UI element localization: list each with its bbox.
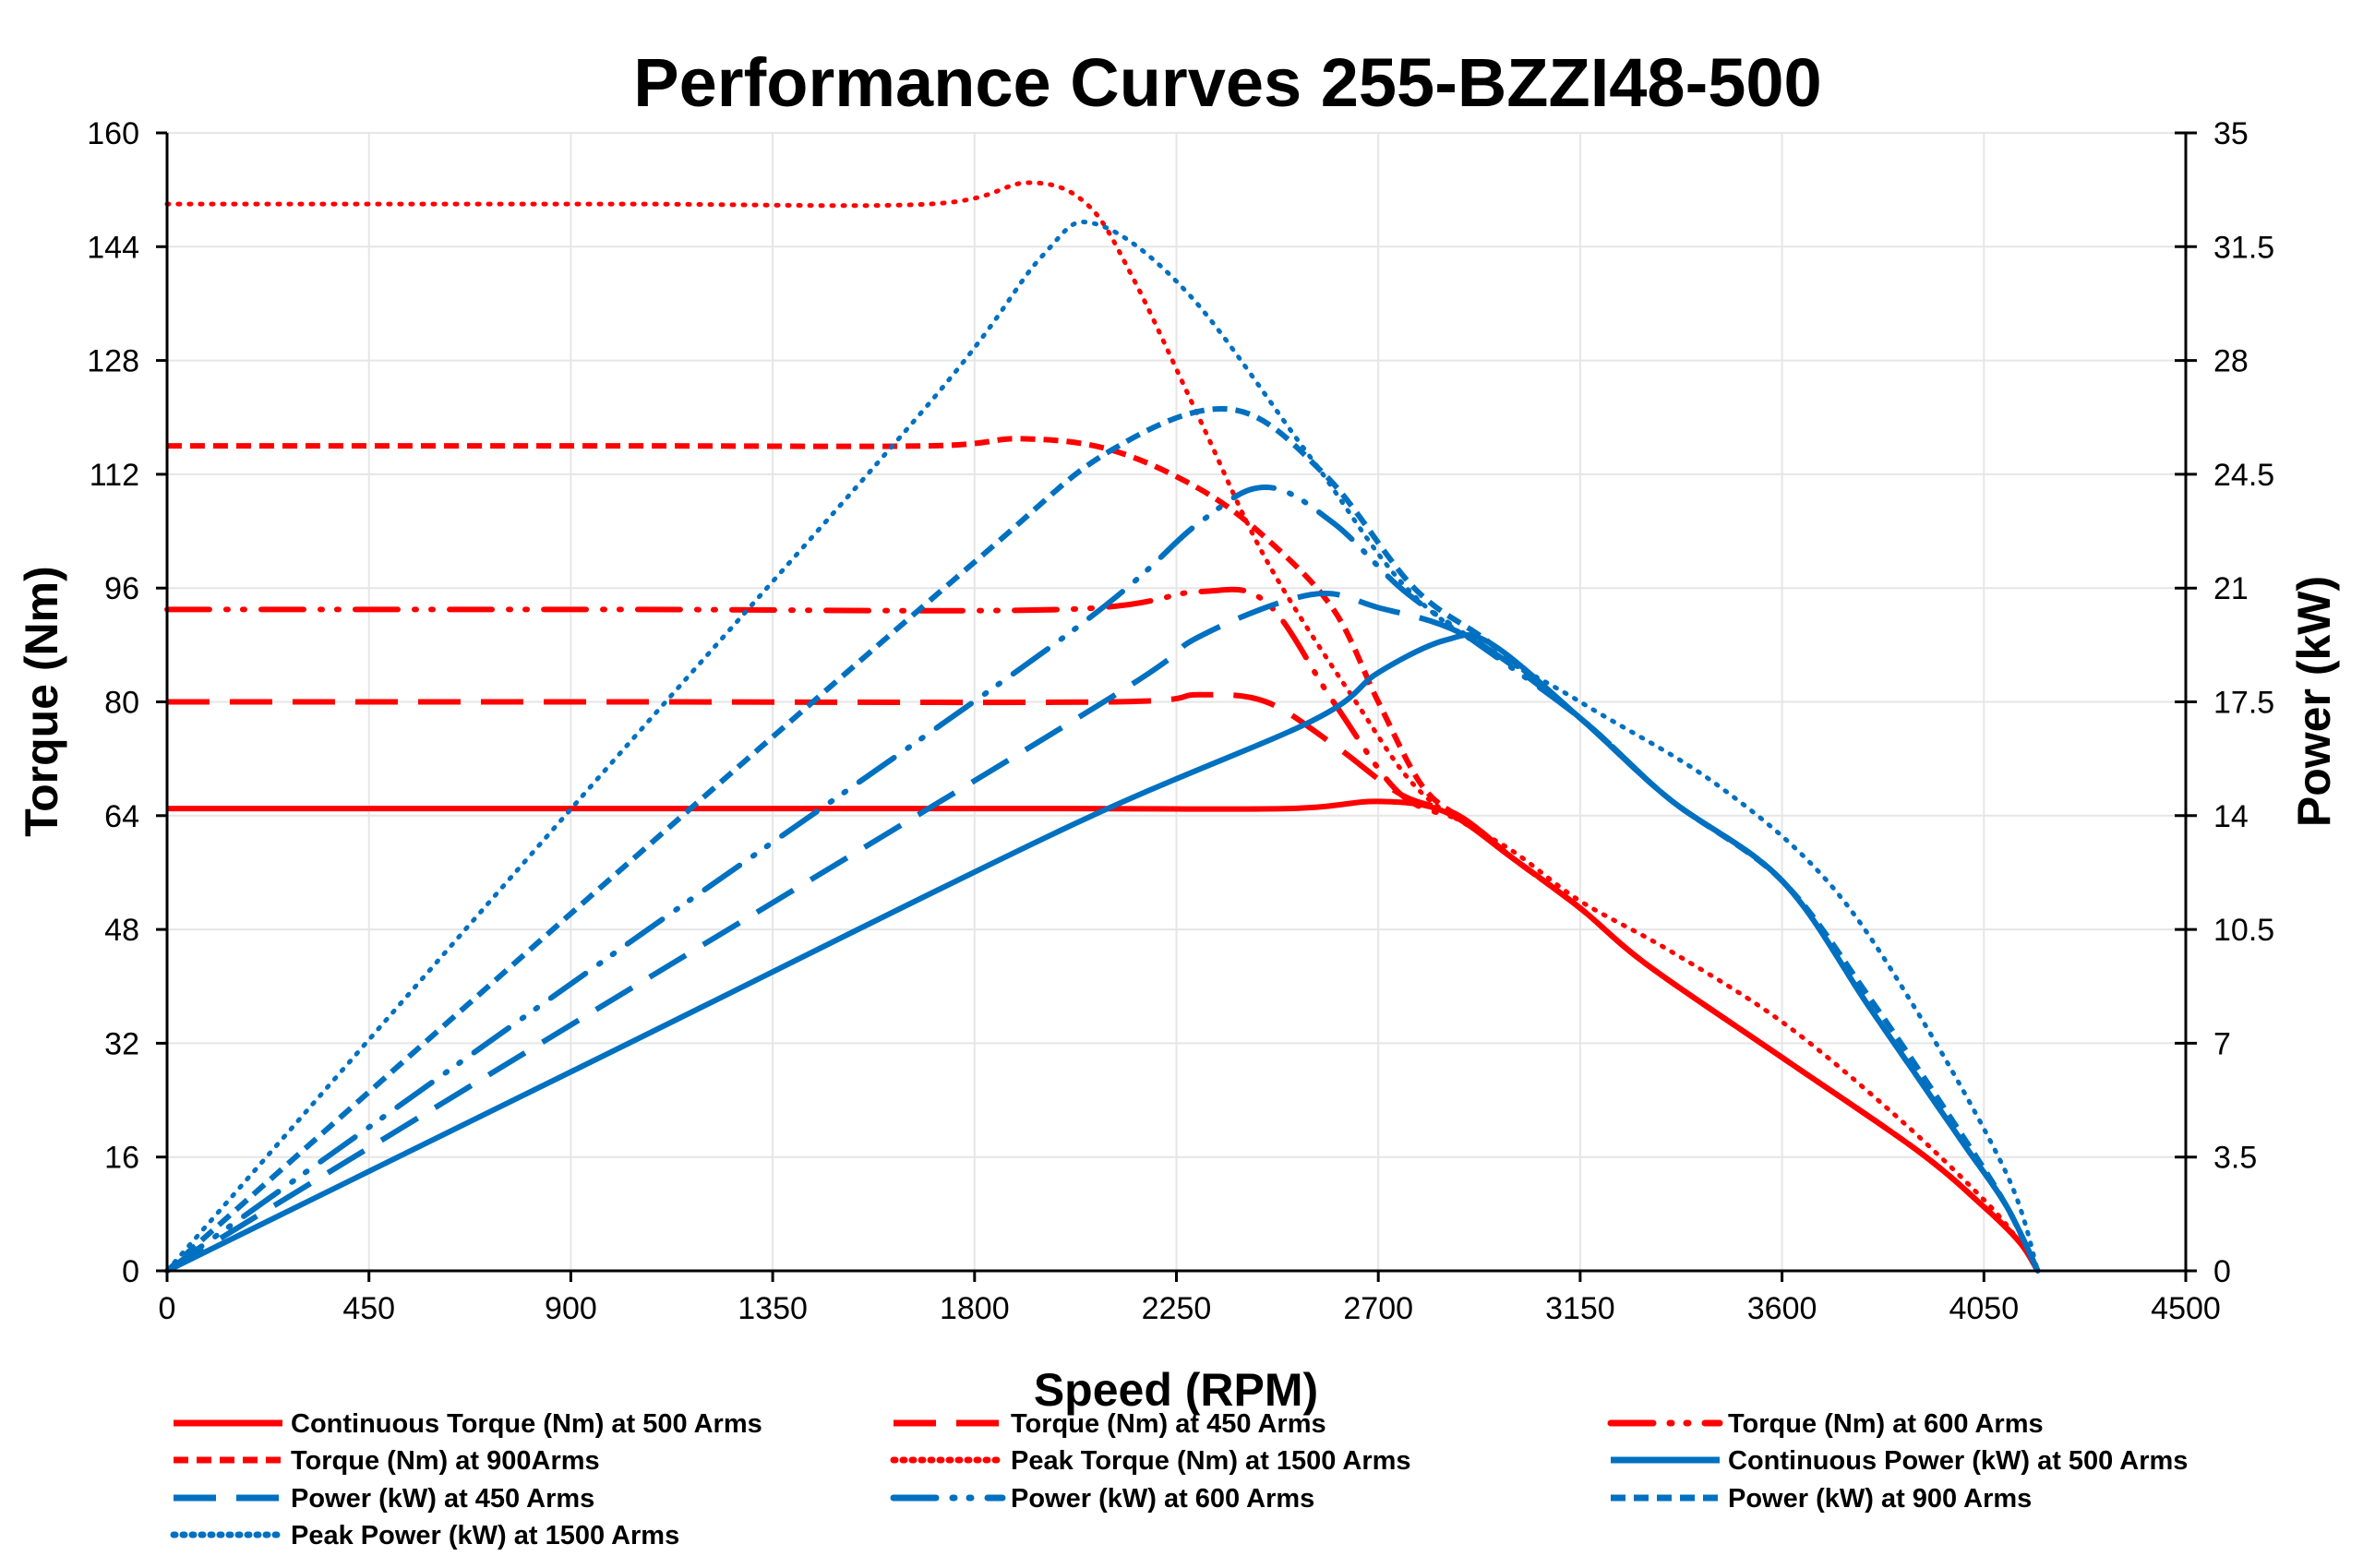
grid <box>167 132 2186 1271</box>
legend-label: Peak Power (kW) at 1500 Arms <box>291 1521 679 1550</box>
series-line-9 <box>165 405 2041 1274</box>
y-tick-label: 16 <box>104 1141 139 1176</box>
series-line-5 <box>164 180 2041 1274</box>
y-tick-label: 32 <box>104 1026 139 1061</box>
y-tick-label: 128 <box>87 344 139 379</box>
legend-label: Torque (Nm) at 450 Arms <box>1011 1409 1326 1439</box>
curves <box>164 180 2041 1274</box>
x-tick-label: 2700 <box>1343 1291 1413 1326</box>
y2-tick-label: 17.5 <box>2213 686 2274 721</box>
legend-label: Power (kW) at 900 Arms <box>1728 1484 2032 1514</box>
y2-tick-label: 24.5 <box>2213 458 2274 493</box>
legend-label: Torque (Nm) at 900Arms <box>291 1446 600 1476</box>
x-tick-label: 4050 <box>1949 1291 2019 1326</box>
x-tick-label: 3150 <box>1545 1291 1615 1326</box>
x-tick-label: 1350 <box>738 1291 808 1326</box>
y2-tick-label: 0 <box>2213 1254 2231 1289</box>
y-tick-label: 144 <box>87 230 139 265</box>
y-axis-title: Torque (Nm) <box>16 566 67 836</box>
y2-tick-label: 28 <box>2213 344 2249 379</box>
y2-tick-label: 21 <box>2213 571 2249 606</box>
y2-axis-title: Power (kW) <box>2288 576 2340 827</box>
x-tick-label: 900 <box>545 1291 597 1326</box>
y2-tick-label: 14 <box>2213 799 2249 834</box>
y2-tick-label: 35 <box>2213 116 2249 151</box>
x-tick-label: 1800 <box>940 1291 1010 1326</box>
y-tick-label: 0 <box>122 1254 139 1289</box>
legend-label: Continuous Torque (Nm) at 500 Arms <box>291 1409 762 1439</box>
y2-tick-label: 7 <box>2213 1026 2231 1061</box>
legend-label: Power (kW) at 600 Arms <box>1011 1484 1314 1514</box>
y-tick-label: 64 <box>104 799 139 834</box>
chart-title: Performance Curves 255-BZZI48-500 <box>633 44 1821 121</box>
axes: 0 450 900 1350 1800 2250 2700 3150 3600 4050 45000… <box>87 116 2274 1326</box>
x-tick-label: 450 <box>342 1291 395 1326</box>
legend-label: Power (kW) at 450 Arms <box>291 1484 594 1514</box>
series-line-4 <box>166 436 2041 1273</box>
series-line-8 <box>164 484 2041 1274</box>
legend-label: Peak Torque (Nm) at 1500 Arms <box>1011 1446 1411 1476</box>
legend: Continuous Torque (Nm) at 500 Arms Torque… <box>170 1409 2188 1550</box>
legend-label: Continuous Power (kW) at 500 Arms <box>1728 1446 2188 1476</box>
series-line-1 <box>167 798 2041 1273</box>
y2-tick-label: 31.5 <box>2213 230 2274 265</box>
series-line-6 <box>165 632 2041 1274</box>
x-tick-label: 3600 <box>1747 1291 1817 1326</box>
x-tick-label: 4500 <box>2151 1291 2221 1326</box>
x-tick-label: 0 <box>159 1291 176 1326</box>
y-tick-label: 112 <box>90 458 139 493</box>
y2-tick-label: 10.5 <box>2213 913 2274 948</box>
y-tick-label: 160 <box>87 116 139 151</box>
y-tick-label: 96 <box>104 571 139 606</box>
y-tick-label: 48 <box>104 913 139 948</box>
legend-label: Torque (Nm) at 600 Arms <box>1728 1409 2044 1439</box>
series-line-7 <box>165 591 2041 1274</box>
y2-tick-label: 3.5 <box>2213 1141 2257 1176</box>
y-tick-label: 80 <box>104 686 139 721</box>
series-line-10 <box>164 220 2041 1274</box>
series-line-2 <box>167 691 2041 1273</box>
x-tick-label: 2250 <box>1142 1291 1212 1326</box>
x-axis-title: Speed (RPM) <box>1034 1364 1318 1416</box>
